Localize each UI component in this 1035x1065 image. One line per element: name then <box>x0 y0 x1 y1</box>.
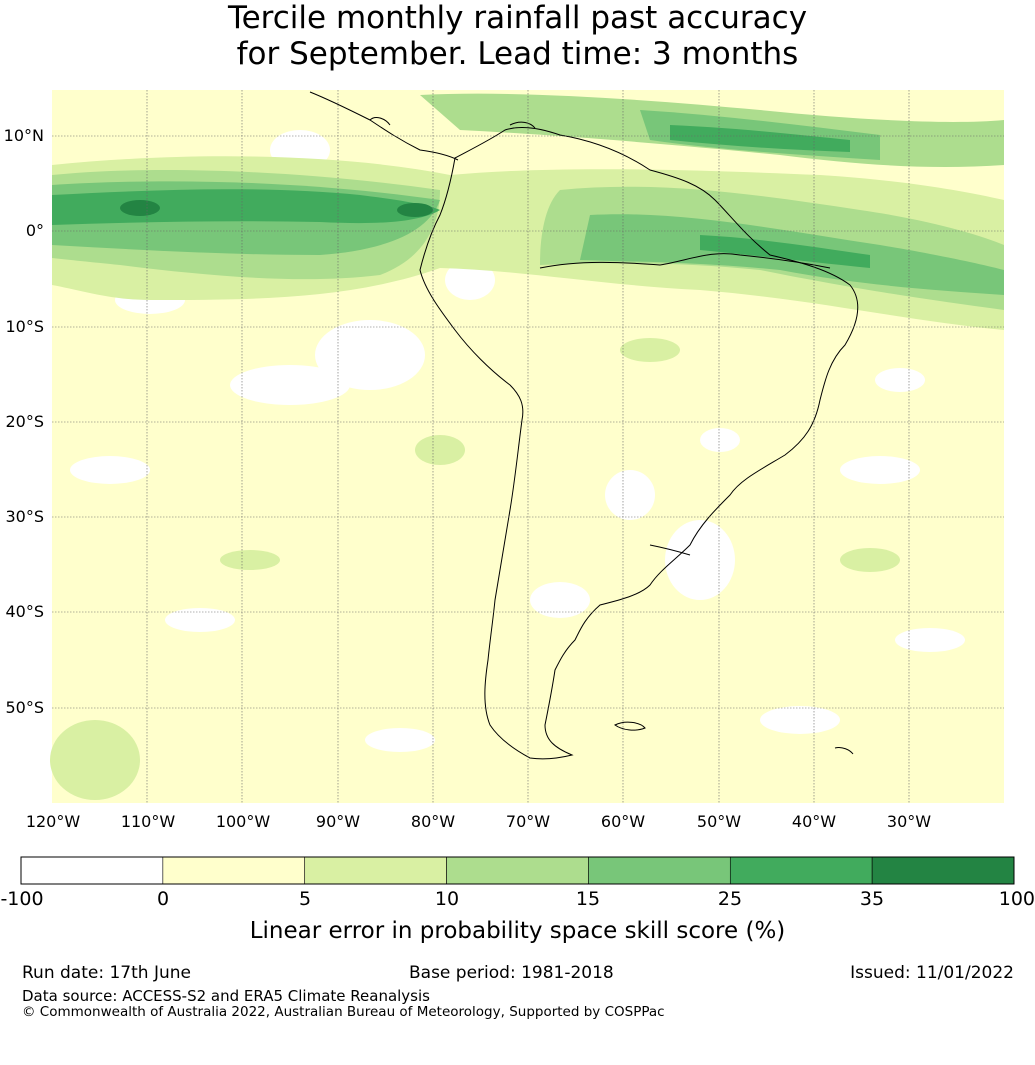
copyright: © Commonwealth of Australia 2022, Austra… <box>22 1004 665 1020</box>
gridlines <box>52 90 1004 803</box>
run-date: Run date: 17th June <box>22 963 191 983</box>
colorbar-tick: 0 <box>156 888 170 910</box>
patch <box>315 320 425 390</box>
patch <box>365 728 435 752</box>
patch <box>220 550 280 570</box>
lat-label: 10°N <box>3 126 44 145</box>
lon-label: 30°W <box>886 812 932 831</box>
colorbar-tick: 25 <box>717 888 743 910</box>
colorbar-tick: 15 <box>575 888 601 910</box>
band-darkest-north <box>670 125 850 152</box>
patch <box>415 435 465 465</box>
equatorial-bands <box>52 93 1004 330</box>
chart-title-line2: for September. Lead time: 3 months <box>236 36 799 72</box>
colorbar-segment <box>588 856 731 885</box>
south-america-outline <box>419 127 859 760</box>
chart-title-line1: Tercile monthly rainfall past accuracy <box>227 0 808 36</box>
lon-label: 110°W <box>120 812 176 831</box>
lat-label: 20°S <box>5 412 44 431</box>
colorbar-label: Linear error in probability space skill … <box>249 918 786 944</box>
patch <box>620 338 680 362</box>
caribbean-islands <box>369 117 536 129</box>
colorbar-border <box>20 856 1015 885</box>
colorbar <box>20 856 1015 885</box>
patch <box>530 582 590 618</box>
colorbar-segment <box>304 856 447 885</box>
patch <box>895 628 965 652</box>
light-green-patches <box>50 338 900 800</box>
band-darkest-amazon <box>700 235 870 268</box>
colorbar-segment <box>162 856 306 885</box>
data-source: Data source: ACCESS-S2 and ERA5 Climate … <box>22 987 430 1005</box>
patch <box>605 470 655 520</box>
patch <box>840 548 900 572</box>
band-darkest <box>52 189 440 225</box>
patch <box>700 428 740 452</box>
base-period: Base period: 1981-2018 <box>409 963 614 983</box>
colorbar-segment <box>871 856 1015 885</box>
lon-label: 90°W <box>315 812 361 831</box>
colorbar-segment <box>729 856 873 885</box>
issued-date: Issued: 11/01/2022 <box>850 963 1014 983</box>
patch <box>760 706 840 734</box>
lat-label: 50°S <box>5 698 44 717</box>
patch <box>165 608 235 632</box>
lat-label: 30°S <box>5 507 44 526</box>
lon-label: 60°W <box>600 812 646 831</box>
lon-label: 70°W <box>505 812 551 831</box>
patch <box>50 720 140 800</box>
colorbar-tick: 100 <box>998 888 1035 910</box>
lon-label: 80°W <box>410 812 456 831</box>
colorbar-tick: -100 <box>0 888 44 910</box>
amazon-river <box>539 253 831 269</box>
lon-label: 100°W <box>215 812 271 831</box>
patch <box>875 368 925 392</box>
lon-label: 40°W <box>791 812 837 831</box>
patch <box>70 456 150 484</box>
central-america <box>309 91 459 161</box>
lon-label: 120°W <box>25 812 81 831</box>
patch <box>230 365 350 405</box>
coastline <box>309 91 859 760</box>
la-plata <box>649 544 691 556</box>
lon-label: 50°W <box>696 812 742 831</box>
colorbar-tick: 35 <box>859 888 885 910</box>
colorbar-tick: 5 <box>298 888 312 910</box>
patch <box>840 456 920 484</box>
lat-label: 0° <box>25 221 44 240</box>
patch <box>665 520 735 600</box>
lat-label: 10°S <box>5 317 44 336</box>
falklands <box>614 721 646 731</box>
core <box>397 203 433 217</box>
colorbar-tick: 10 <box>434 888 460 910</box>
lat-label: 40°S <box>5 602 44 621</box>
colorbar-segment <box>20 856 164 885</box>
colorbar-segment <box>446 856 589 885</box>
core <box>120 200 160 216</box>
south-georgia <box>834 747 854 755</box>
